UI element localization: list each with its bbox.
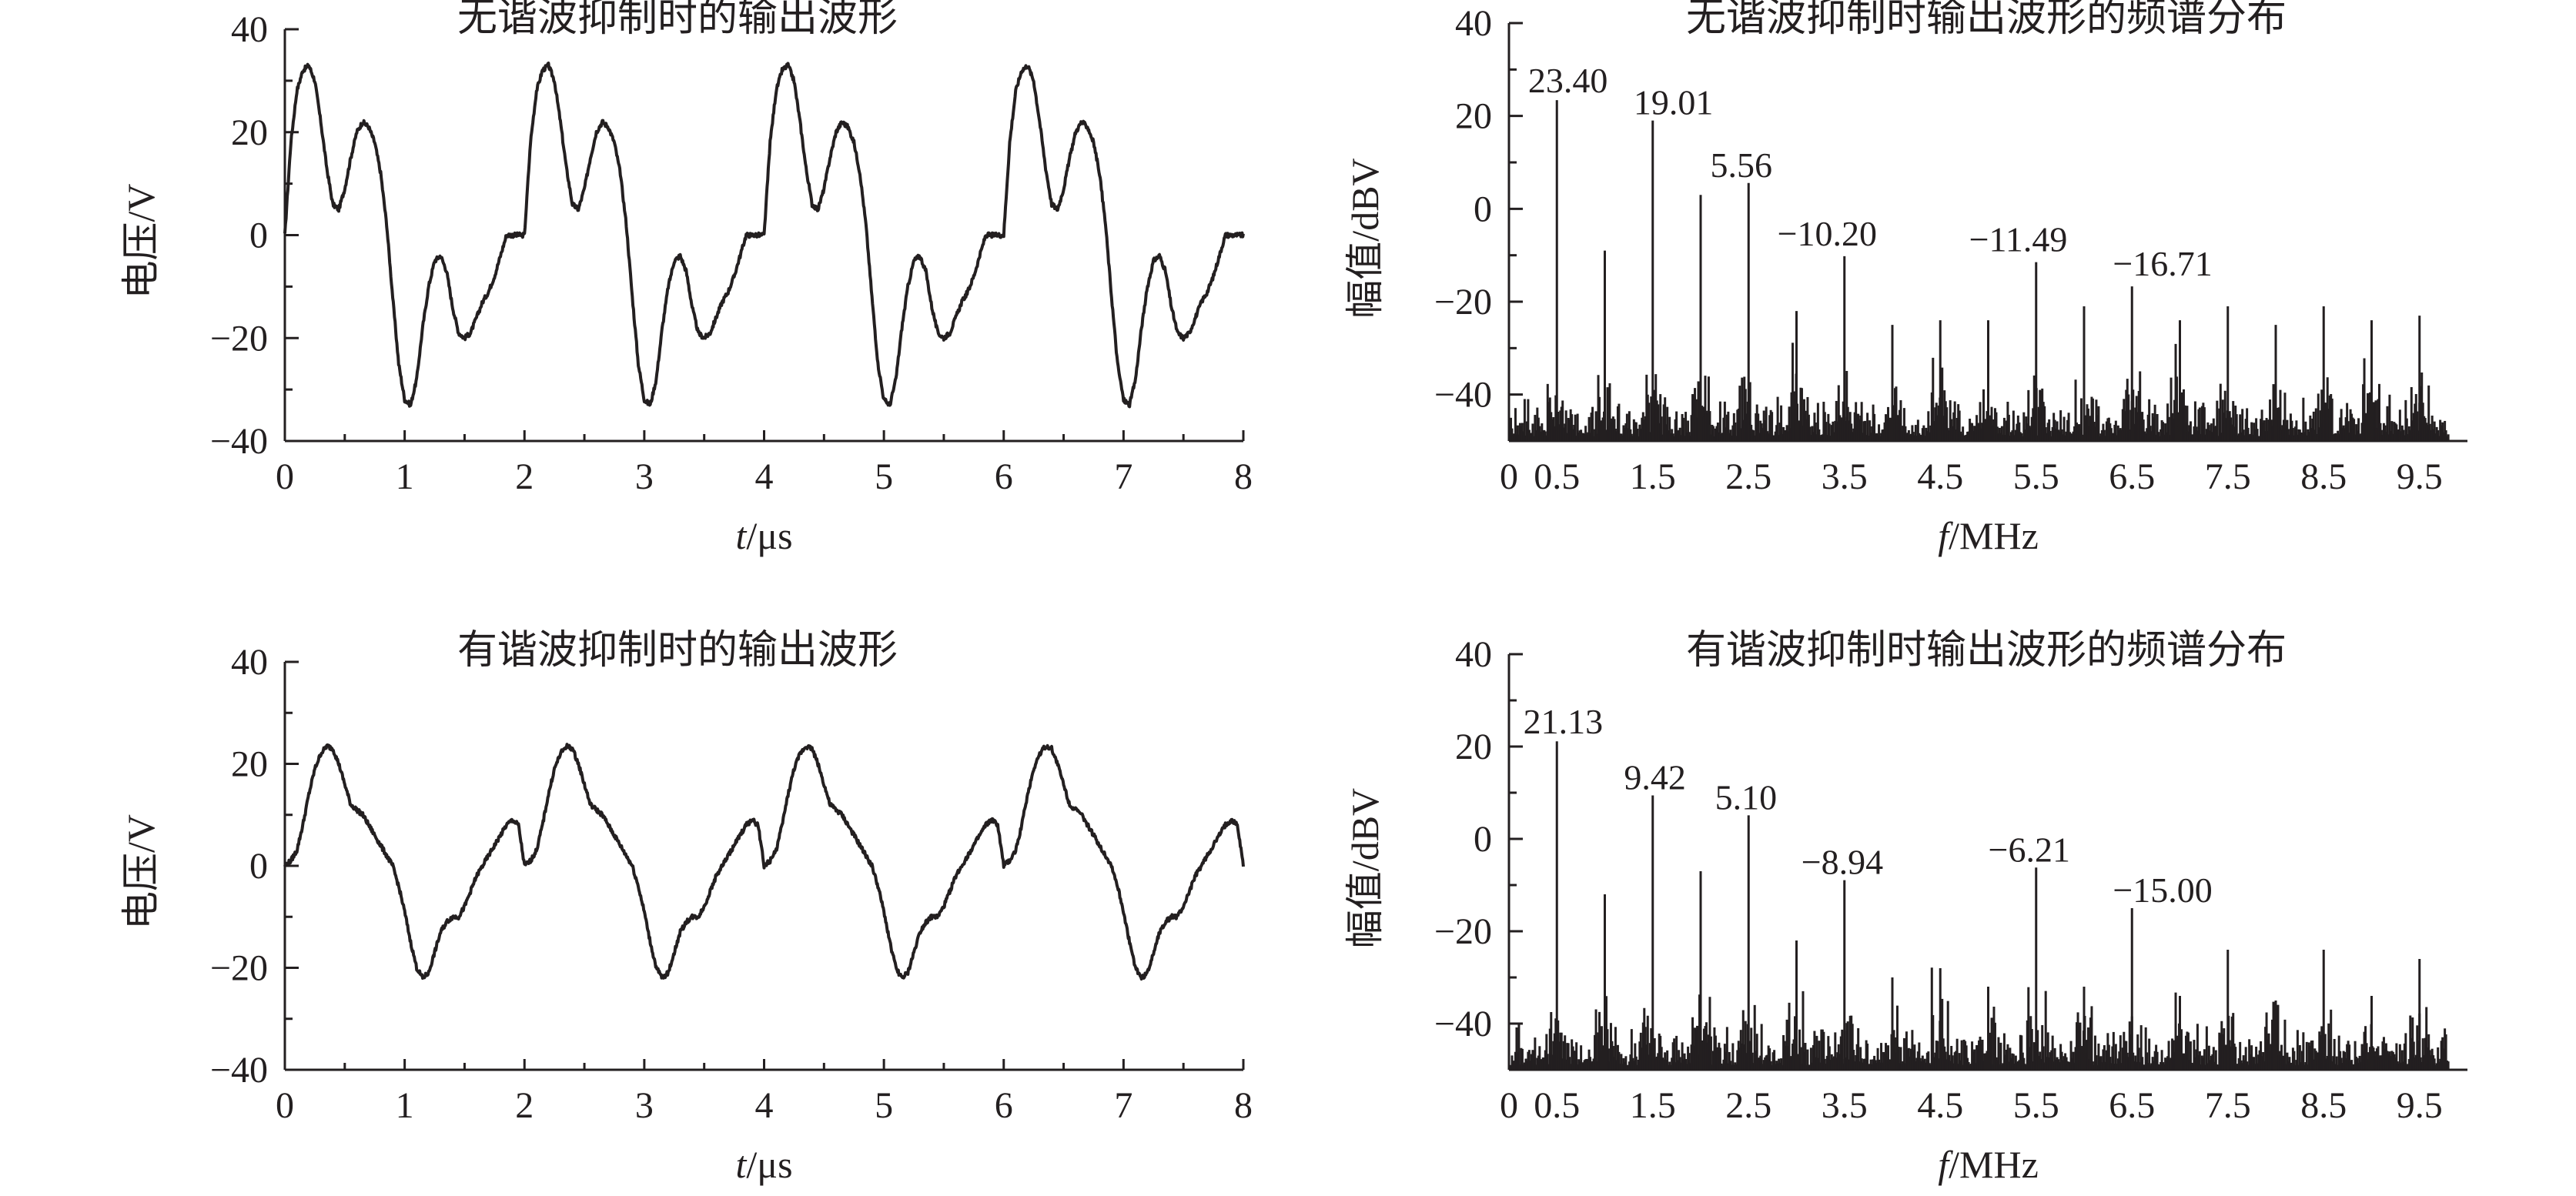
y-tick-label: −20 [1434,911,1492,952]
y-tick-label: −40 [1434,1004,1492,1044]
x-tick-label: 9.5 [2397,1085,2443,1126]
y-axis-label: 电压/V [119,814,162,930]
y-tick-label: 20 [1455,727,1492,767]
x-tick-label: 2.5 [1725,1085,1771,1126]
data-label: −16.71 [2113,244,2212,283]
x-tick-label: 8 [1234,1085,1253,1126]
x-tick-label: 6 [995,456,1013,497]
panel-title: 无谐波抑制时的输出波形 [457,0,898,40]
x-tick-label: 3 [635,456,654,497]
x-axis-unit: /MHz [1949,1143,2039,1186]
x-axis-unit: /MHz [1949,514,2039,557]
data-label: 23.40 [1528,61,1607,100]
x-tick-label: 7.5 [2205,456,2251,497]
y-tick-label: 0 [1474,189,1492,229]
y-tick-label: −20 [210,318,268,359]
y-tick-label: 40 [1455,3,1492,44]
y-tick-label: −20 [1434,282,1492,322]
x-tick-label: 3.5 [1822,456,1868,497]
waveform-trace [283,743,1245,981]
x-axis-variable: t [735,1143,747,1186]
x-tick-label: 0 [1500,1085,1518,1126]
x-tick-label: 1.5 [1630,1085,1676,1126]
x-tick-label: 6.5 [2109,1085,2155,1126]
x-tick-label: 4.5 [1917,1085,1963,1126]
y-axis-label: 幅值/dBV [1343,158,1387,318]
x-tick-label: 1.5 [1630,456,1676,497]
data-label: −8.94 [1802,843,1883,882]
x-tick-label: 0 [1500,456,1518,497]
x-axis-variable: t [735,514,747,557]
y-tick-label: 40 [1455,634,1492,675]
x-tick-label: 2 [515,456,534,497]
panel-title: 有谐波抑制时输出波形的频谱分布 [1686,629,2287,673]
panel-title: 有谐波抑制时的输出波形 [457,629,898,673]
x-tick-label: 9.5 [2397,456,2443,497]
y-tick-label: −40 [210,421,268,462]
panel-title: 无谐波抑制时输出波形的频谱分布 [1686,0,2287,40]
y-axis-label: 幅值/dBV [1343,788,1387,948]
data-label: −11.49 [1969,220,2068,259]
data-label: −15.00 [2113,870,2212,910]
x-tick-label: 3 [635,1085,654,1126]
x-axis-label: t/μs [735,1143,792,1186]
x-tick-label: 6 [995,1085,1013,1126]
x-tick-label: 4 [755,456,774,497]
y-tick-label: 40 [231,642,268,683]
y-tick-label: 0 [249,215,268,256]
y-tick-label: 40 [231,9,268,50]
x-tick-label: 7 [1114,456,1132,497]
x-tick-label: 0 [276,1085,294,1126]
x-tick-label: 1 [396,456,414,497]
y-tick-label: −40 [210,1050,268,1091]
x-tick-label: 0.5 [1534,456,1580,497]
x-tick-label: 2.5 [1725,456,1771,497]
x-axis-unit: /μs [746,1143,792,1186]
data-label: −10.20 [1778,214,1877,253]
x-tick-label: 0.5 [1534,1085,1580,1126]
y-tick-label: 20 [231,744,268,785]
x-axis-label: t/μs [735,514,792,557]
noise-floor [1509,967,2450,1070]
y-axis-label: 电压/V [119,184,162,299]
x-tick-label: 1 [396,1085,414,1126]
spectrum-panel-with-suppression: 有谐波抑制时输出波形的频谱分布 40 20 0 −20 −40 0 0.5 1.5 2.5 3.5… [1343,629,2467,1186]
data-label: 9.42 [1624,757,1686,797]
x-tick-label: 8 [1234,456,1253,497]
data-label: −6.21 [1989,830,2070,869]
x-tick-label: 3.5 [1822,1085,1868,1126]
x-tick-label: 4.5 [1917,456,1963,497]
data-label: 5.56 [1710,145,1772,185]
y-tick-label: 0 [249,846,268,887]
x-axis-unit: /μs [746,514,792,557]
waveform-trace [283,62,1245,409]
x-tick-label: 7.5 [2205,1085,2251,1126]
x-tick-label: 8.5 [2300,1085,2347,1126]
data-label: 19.01 [1634,83,1714,122]
x-tick-label: 6.5 [2109,456,2155,497]
x-axis-label: f/MHz [1938,1143,2039,1186]
x-tick-label: 5.5 [2013,1085,2059,1126]
y-tick-label: 20 [231,112,268,153]
data-label: 21.13 [1524,702,1604,741]
x-tick-label: 5 [875,456,893,497]
x-tick-label: 4 [755,1085,774,1126]
x-axis-label: f/MHz [1938,514,2039,557]
x-tick-label: 8.5 [2300,456,2347,497]
y-tick-label: −40 [1434,375,1492,416]
x-tick-label: 5.5 [2013,456,2059,497]
noise-floor [1509,342,2450,441]
x-tick-label: 5 [875,1085,893,1126]
y-tick-label: −20 [210,948,268,989]
x-tick-label: 0 [276,456,294,497]
x-tick-label: 7 [1114,1085,1132,1126]
data-label: 5.10 [1715,777,1778,817]
y-tick-label: 20 [1455,96,1492,137]
x-tick-label: 2 [515,1085,534,1126]
y-tick-label: 0 [1474,819,1492,860]
